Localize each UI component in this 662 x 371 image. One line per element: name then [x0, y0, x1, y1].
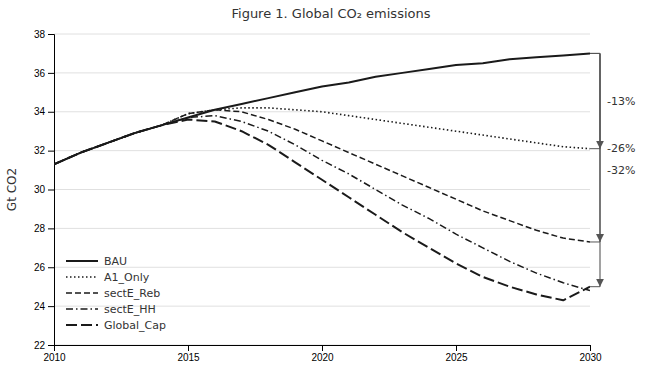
x-tick: 2025: [445, 345, 468, 363]
x-tick-label: 2015: [177, 352, 200, 363]
grid-line: [54, 72, 590, 73]
title: Figure 1. Global CO₂ emissions: [231, 6, 430, 21]
y-tick-label: 38: [34, 29, 46, 40]
y-tick: 32: [34, 145, 54, 156]
annotation-label: -13%: [607, 95, 635, 108]
legend-label: Global_Cap: [104, 319, 166, 332]
y-tick-label: 36: [34, 68, 46, 79]
chart: Figure 1. Global CO₂ emissions2010201520…: [0, 0, 662, 371]
legend-swatch: [66, 292, 98, 294]
x-tick-label: 2025: [445, 352, 468, 363]
legend-swatch: [66, 260, 98, 262]
plot-area: [54, 53, 590, 300]
level-mark: [590, 53, 600, 54]
y-tick-mark: [48, 151, 54, 152]
grid-line: [54, 150, 590, 151]
level-mark: [590, 241, 600, 242]
legend-swatch: [66, 308, 98, 310]
y-tick: 22: [34, 340, 54, 351]
x-tick: 2015: [177, 345, 200, 363]
level-mark: [590, 286, 600, 287]
y-tick-label: 24: [34, 301, 46, 312]
y-tick: 28: [34, 223, 54, 234]
legend-label: sectE_Reb: [104, 287, 160, 300]
x-tick-mark: [590, 345, 591, 351]
annotation-label: -32%: [607, 164, 635, 177]
legend: BAU A1_Only sectE_Reb sectE_HH Global_Cap: [66, 255, 166, 332]
y-tick: 26: [34, 262, 54, 273]
y-tick-label: 32: [34, 145, 46, 156]
y-tick-mark: [48, 306, 54, 307]
x-axis-line: [55, 346, 591, 352]
x-tick-mark: [456, 345, 457, 351]
grid-line: [54, 189, 590, 190]
y-tick-label: 28: [34, 223, 46, 234]
y-tick: 38: [34, 29, 54, 40]
y-tick-mark: [48, 73, 54, 74]
y-tick-label: 30: [34, 184, 46, 195]
grid-line: [54, 111, 590, 112]
legend-swatch: [66, 276, 98, 278]
grid-line: [54, 267, 590, 268]
level-mark: [590, 148, 600, 149]
y-tick-mark: [48, 112, 54, 113]
y-tick-label: 22: [34, 340, 46, 351]
series-line: [54, 108, 590, 164]
y-tick-mark: [48, 228, 54, 229]
legend-swatch: [66, 324, 98, 326]
y-tick-mark: [48, 345, 54, 346]
grid-line: [54, 228, 590, 229]
y-tick: 30: [34, 184, 54, 195]
y-tick: 36: [34, 68, 54, 79]
y-axis: 22 24 26 28 30 32 34 36 38: [34, 29, 55, 351]
grid-line: [54, 34, 590, 35]
series-line: [54, 120, 590, 301]
x-tick-label: 2030: [579, 352, 602, 363]
y-tick: 34: [34, 106, 54, 117]
y-tick-mark: [48, 34, 54, 35]
arrow: [599, 53, 600, 286]
grid: [54, 34, 590, 345]
x-tick-mark: [322, 345, 323, 351]
annotations: -13% -26% -32%: [590, 53, 635, 286]
y-axis-title: Gt CO2: [5, 168, 19, 211]
x-tick-mark: [188, 345, 189, 351]
y-tick-mark: [48, 267, 54, 268]
y-axis-line: [48, 35, 55, 346]
x-tick: 2030: [579, 345, 602, 363]
x-tick: 2010: [43, 345, 66, 363]
level-mark: [590, 53, 600, 54]
legend-label: BAU: [104, 255, 127, 268]
legend-label: sectE_HH: [104, 303, 156, 316]
x-tick-label: 2020: [311, 352, 334, 363]
y-tick-label: 26: [34, 262, 46, 273]
y-tick-mark: [48, 190, 54, 191]
series-line: [54, 116, 590, 291]
annotation-label: -26%: [607, 142, 635, 155]
x-tick-label: 2010: [43, 352, 66, 363]
y-tick: 24: [34, 301, 54, 312]
series-line: [54, 110, 590, 242]
y-tick-label: 34: [34, 106, 46, 117]
series-line: [54, 53, 590, 164]
x-tick: 2020: [311, 345, 334, 363]
x-axis: 2010 2015 2020 2025 2030: [43, 345, 602, 363]
level-mark: [590, 53, 600, 54]
legend-label: A1_Only: [104, 271, 150, 284]
